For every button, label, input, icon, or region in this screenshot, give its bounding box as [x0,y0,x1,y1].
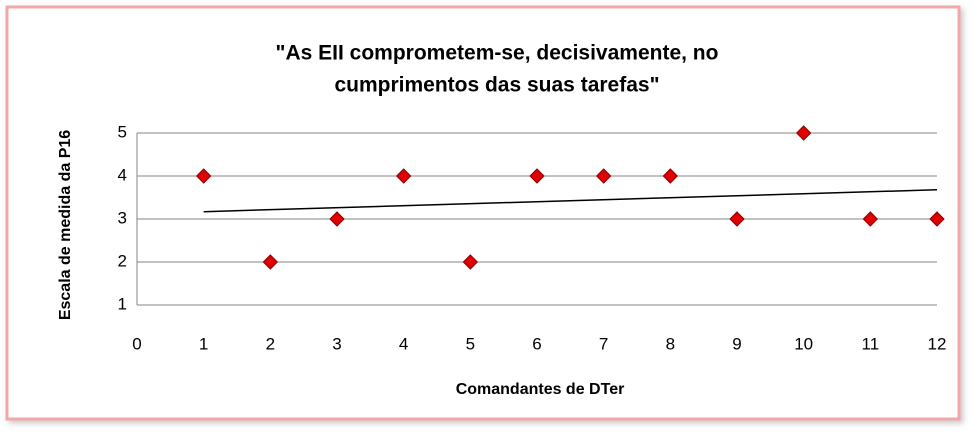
x-tick-label: 0 [132,334,141,353]
point [862,211,879,227]
chart-title: cumprimentos das suas tarefas" [334,74,659,97]
y-tick-label: 3 [118,208,127,227]
trendline [203,189,938,213]
chart-title: "As EII comprometem-se, decisivamente, n… [276,42,719,65]
chart-frame [5,5,961,421]
x-tick-label: 2 [266,334,275,353]
x-tick-label: 11 [862,334,880,353]
x-tick-label: 3 [332,334,341,353]
x-tick-label: 6 [532,334,541,353]
y-tick-label: 1 [118,294,127,313]
point [195,168,212,184]
point [595,168,612,184]
point [662,168,679,184]
x-tick-label: 7 [599,334,608,353]
x-tick-label: 4 [399,334,408,353]
y-tick-label: 4 [118,165,127,184]
x-tick-label: 10 [794,334,813,353]
point [329,211,345,227]
point [795,125,812,141]
point [729,211,745,227]
x-tick-label: 12 [928,334,947,353]
point [262,254,279,270]
x-tick-label: 8 [666,334,675,353]
x-tick-label: 9 [732,334,741,353]
point [395,168,412,184]
y-axis-title: Escala de medida da P16 [57,130,74,320]
point [929,211,945,227]
x-tick-label: 5 [466,334,475,353]
point [462,254,479,270]
y-tick-label: 2 [118,251,127,270]
point [529,168,545,184]
y-tick-label: 5 [118,122,127,141]
x-axis-title: Comandantes de DTer [456,381,625,398]
x-tick-label: 1 [199,334,208,353]
